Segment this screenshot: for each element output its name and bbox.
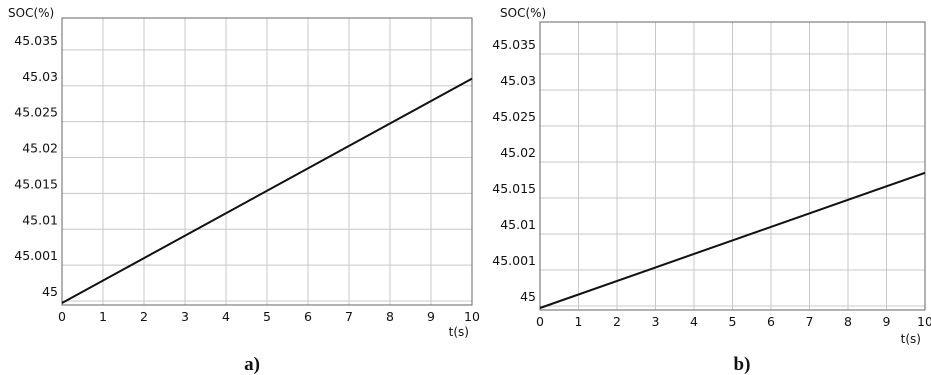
panel-label: b) [734, 354, 751, 375]
plot-frame [539, 21, 926, 311]
x-tick-label: 4 [222, 309, 230, 324]
chart-panel-b: 0 1 2 3 4 5 6 7 8 9 104545.00145.0145.01545.0245.0… [492, 6, 931, 375]
x-tick-label: 2 [140, 309, 148, 324]
x-tick-label: 0 [536, 314, 544, 329]
x-tick-label: 8 [386, 309, 394, 324]
x-tick-label: 8 [844, 314, 852, 329]
y-tick-label: 45.03 [22, 69, 58, 84]
plot-frame [61, 17, 473, 306]
y-tick-label: 45 [520, 289, 536, 304]
x-tick-label: 6 [767, 314, 775, 329]
y-tick-label: 45.01 [22, 212, 58, 227]
y-axis-label: SOC(%) [500, 6, 546, 20]
x-tick-label: 0 [58, 309, 66, 324]
x-tick-label: 5 [263, 309, 271, 324]
y-tick-label: 45.001 [492, 253, 536, 268]
x-tick-label: 3 [652, 314, 660, 329]
y-tick-label: 45.01 [500, 217, 536, 232]
x-tick-label: 9 [427, 309, 435, 324]
x-axis-label: t(s) [449, 325, 469, 339]
x-tick-label: 5 [729, 314, 737, 329]
x-tick-label: 4 [690, 314, 698, 329]
y-tick-label: 45.03 [500, 73, 536, 88]
x-tick-label: 3 [181, 309, 189, 324]
x-tick-label: 6 [304, 309, 312, 324]
soc-series-line [539, 171, 926, 309]
panel-label: a) [244, 354, 260, 375]
y-tick-label: 45.025 [492, 109, 536, 124]
chart-panel-a: 0 1 2 3 4 5 6 7 8 9 104545.00145.0145.01545.0245.0… [8, 6, 480, 375]
y-tick-label: 45.001 [14, 248, 58, 263]
y-tick-label: 45 [42, 284, 58, 299]
x-tick-label: 7 [806, 314, 814, 329]
x-tick-label: 10 [917, 314, 931, 329]
y-tick-label: 45.035 [492, 37, 536, 52]
x-tick-label: 9 [883, 314, 891, 329]
y-tick-label: 45.025 [14, 105, 58, 120]
soc-series-line [61, 77, 473, 304]
x-tick-label: 1 [575, 314, 583, 329]
y-tick-label: 45.035 [14, 33, 58, 48]
y-axis-label: SOC(%) [8, 6, 54, 20]
x-axis-label: t(s) [901, 332, 921, 346]
x-tick-label: 2 [613, 314, 621, 329]
x-tick-label: 7 [345, 309, 353, 324]
y-tick-label: 45.02 [22, 141, 58, 156]
x-tick-label: 1 [99, 309, 107, 324]
y-tick-label: 45.015 [492, 181, 536, 196]
y-tick-label: 45.015 [14, 176, 58, 191]
x-tick-label: 10 [464, 309, 480, 324]
y-tick-label: 45.02 [500, 145, 536, 160]
